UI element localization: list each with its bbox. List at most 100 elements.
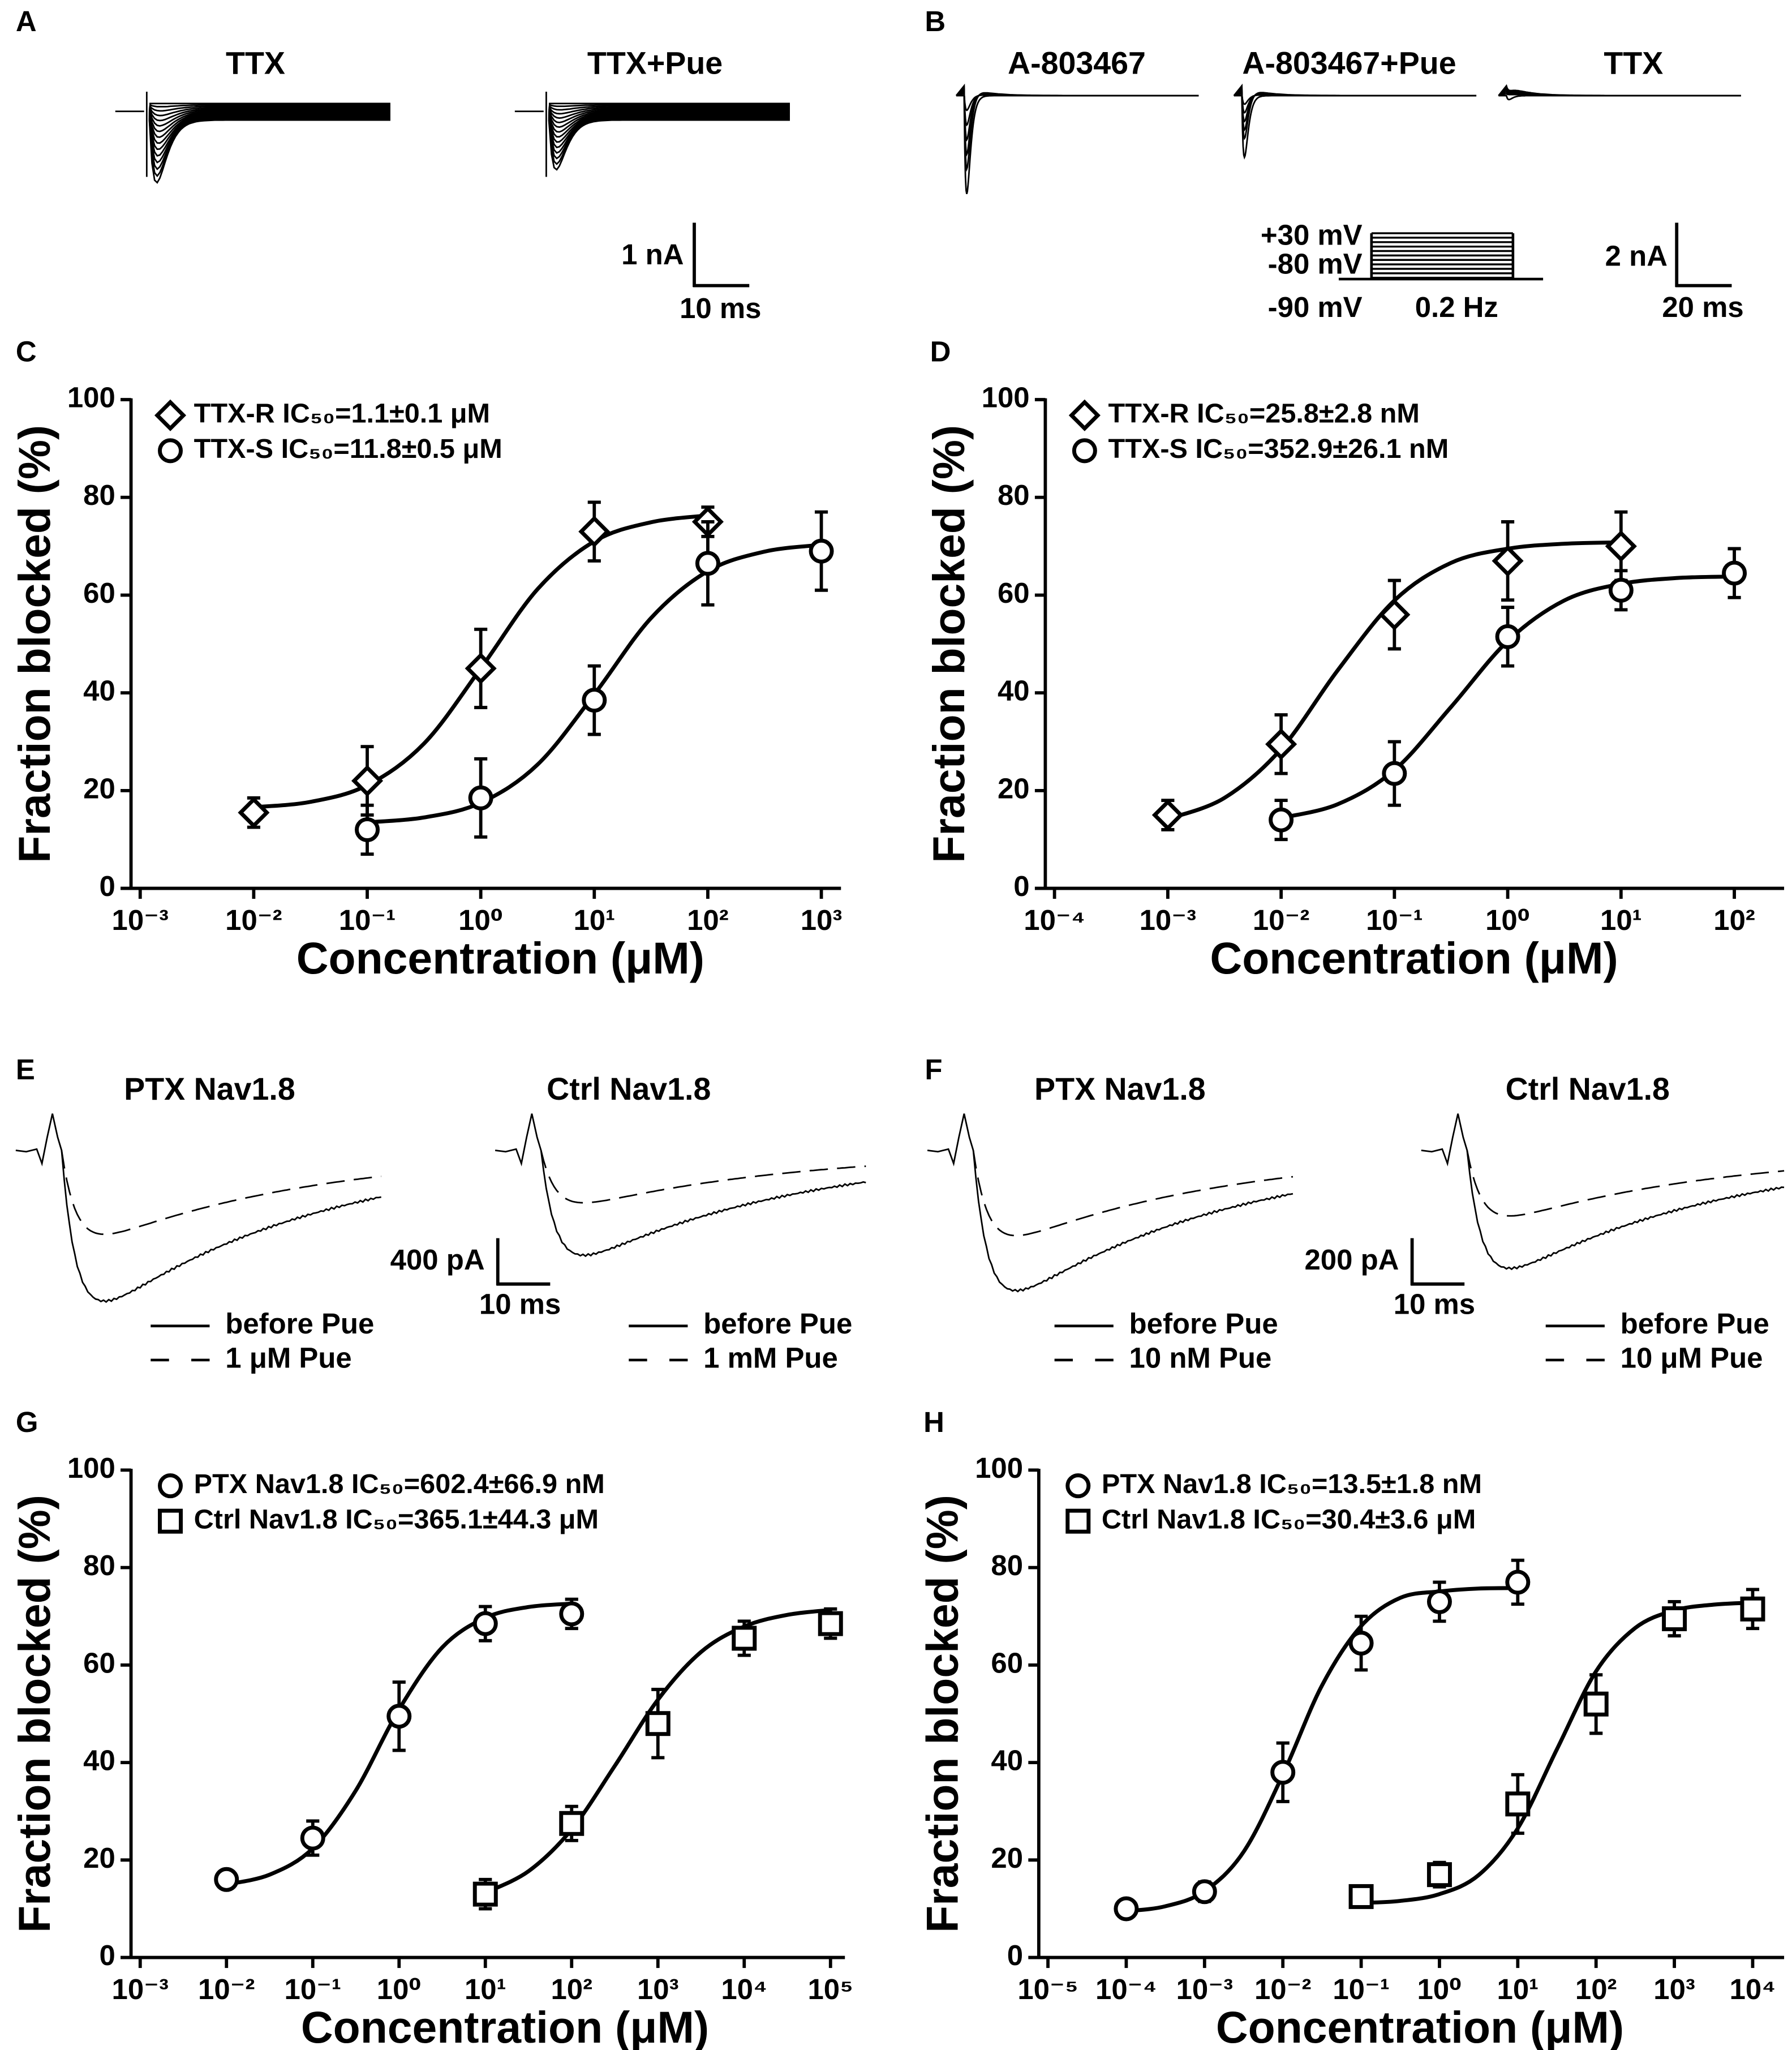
marker xyxy=(238,796,270,829)
y-tick-label: 0 xyxy=(99,870,115,902)
legend-label: TTX-R IC₅₀=25.8±2.8 nM xyxy=(1108,398,1420,429)
x-tick-label: 10¹ xyxy=(1600,904,1642,936)
marker xyxy=(1662,1606,1687,1632)
trace-title: TTX xyxy=(1604,45,1663,80)
trace xyxy=(548,119,790,171)
protocol-label: -90 mV xyxy=(1268,291,1363,323)
trace-title: Ctrl Nav1.8 xyxy=(547,1071,711,1107)
legend-label: PTX Nav1.8 IC₅₀=602.4±66.9 nM xyxy=(194,1469,605,1499)
scale-label: 20 ms xyxy=(1662,291,1743,323)
marker xyxy=(1505,1569,1531,1595)
trace xyxy=(148,118,390,178)
y-tick-label: 80 xyxy=(991,1549,1023,1581)
legend-label: Ctrl Nav1.8 IC₅₀=30.4±3.6 μM xyxy=(1102,1504,1476,1535)
trace xyxy=(956,95,1199,194)
marker xyxy=(559,1811,585,1836)
x-axis-label: Concentration (μM) xyxy=(301,2002,709,2050)
legend-label: before Pue xyxy=(703,1307,852,1340)
protocol-label: -80 mV xyxy=(1268,247,1363,280)
trace xyxy=(149,104,390,108)
y-tick-label: 80 xyxy=(83,479,115,511)
marker xyxy=(158,1473,183,1499)
legend-label: 1 mM Pue xyxy=(703,1341,838,1374)
marker xyxy=(1348,1631,1374,1656)
x-tick-label: 10⁻¹ xyxy=(339,904,396,936)
trace xyxy=(148,114,390,157)
x-tick-label: 10⁻⁴ xyxy=(1024,904,1085,936)
legend-label: TTX-S IC₅₀=11.8±0.5 μM xyxy=(194,434,502,464)
trace-dashed xyxy=(61,1150,381,1236)
legend-label: before Pue xyxy=(1129,1307,1278,1340)
y-tick-label: 40 xyxy=(998,675,1030,707)
trace-title: PTX Nav1.8 xyxy=(124,1071,295,1107)
y-tick-label: 40 xyxy=(83,675,115,707)
x-tick-label: 10⁻⁴ xyxy=(1095,1973,1157,2005)
scale-label: 10 ms xyxy=(680,292,761,324)
marker xyxy=(1114,1896,1139,1922)
y-tick-label: 40 xyxy=(991,1744,1023,1777)
trace xyxy=(548,108,790,123)
y-axis-label: Fraction blocked (%) xyxy=(10,425,59,863)
x-tick-label: 10³ xyxy=(1653,1973,1695,2005)
marker xyxy=(645,1711,671,1736)
marker xyxy=(1505,1791,1531,1817)
marker xyxy=(468,785,493,810)
scale-label: 10 ms xyxy=(1394,1288,1475,1320)
fit-curve xyxy=(1361,1601,1753,1905)
marker xyxy=(1269,807,1294,833)
y-tick-label: 100 xyxy=(67,381,115,414)
y-tick-label: 20 xyxy=(998,772,1030,804)
y-tick-label: 60 xyxy=(991,1646,1023,1679)
marker xyxy=(1495,624,1520,649)
trace xyxy=(1234,95,1477,160)
y-tick-label: 20 xyxy=(991,1842,1023,1874)
trace xyxy=(548,109,790,128)
trace xyxy=(495,1113,866,1258)
marker xyxy=(1426,1862,1452,1888)
y-tick-label: 100 xyxy=(975,1452,1023,1484)
x-tick-label: 10⁰ xyxy=(377,1973,422,2005)
marker xyxy=(214,1867,239,1892)
x-tick-label: 10³ xyxy=(801,904,843,936)
legend-label: PTX Nav1.8 IC₅₀=13.5±1.8 nM xyxy=(1102,1469,1482,1499)
trace-dashed xyxy=(1466,1150,1785,1217)
x-tick-label: 10⁰ xyxy=(458,904,503,936)
y-tick-label: 60 xyxy=(998,577,1030,609)
trace xyxy=(548,115,790,154)
x-tick-label: 10³ xyxy=(637,1973,679,2005)
marker xyxy=(1722,560,1747,586)
y-tick-label: 20 xyxy=(83,772,115,804)
legend-label: before Pue xyxy=(225,1307,374,1340)
trace xyxy=(148,111,390,138)
trace-dashed xyxy=(972,1150,1293,1237)
x-tick-label: 10² xyxy=(687,904,729,936)
x-tick-label: 10⁻² xyxy=(1254,1973,1311,2005)
trace-title: A-803467+Pue xyxy=(1242,45,1456,80)
trace xyxy=(148,107,390,122)
x-tick-label: 10⁻² xyxy=(225,904,282,936)
trace xyxy=(148,119,390,184)
marker xyxy=(154,399,187,431)
marker xyxy=(559,1601,585,1627)
marker xyxy=(732,1626,757,1651)
x-tick-label: 10⁻¹ xyxy=(1333,1973,1389,2005)
marker xyxy=(1740,1596,1765,1622)
x-tick-label: 10⁻³ xyxy=(1176,1973,1233,2005)
trace xyxy=(955,83,1199,172)
panel-label: A xyxy=(16,5,37,37)
marker xyxy=(1608,577,1634,603)
marker xyxy=(1068,399,1101,431)
trace xyxy=(149,105,390,112)
legend-label: TTX-R IC₅₀=1.1±0.1 μM xyxy=(194,398,490,429)
marker xyxy=(351,765,384,797)
x-tick-label: 10⁰ xyxy=(1485,904,1530,936)
marker xyxy=(1348,1884,1374,1909)
marker xyxy=(465,652,497,685)
trace xyxy=(548,105,790,111)
marker xyxy=(158,438,183,464)
marker xyxy=(386,1704,412,1729)
marker xyxy=(809,538,834,564)
x-tick-label: 10⁻¹ xyxy=(285,1973,341,2005)
trace xyxy=(148,109,390,132)
